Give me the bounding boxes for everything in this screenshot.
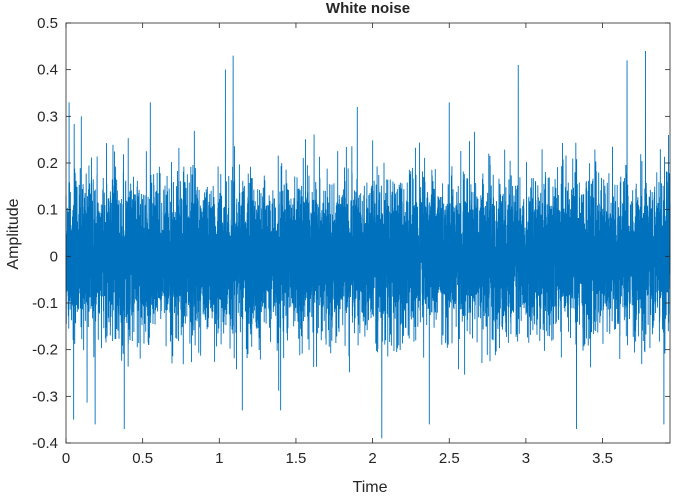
x-tick-label: 2.5 (439, 450, 460, 467)
y-tick-label: -0.3 (32, 388, 58, 405)
y-tick-label: -0.4 (32, 435, 58, 452)
y-tick-label: 0.2 (37, 155, 58, 172)
y-tick-label: -0.1 (32, 295, 58, 312)
axes-box (65, 22, 671, 444)
axes-layer: 0 0.5 1 1.5 2 2.5 3 3.5 -0.4 -0.3 -0.2 -0.1 0 0.1 0.2 0… (32, 15, 671, 467)
plot-layer (65, 23, 671, 443)
y-tick-label: 0.1 (37, 202, 58, 219)
y-tick-label: 0.4 (37, 62, 58, 79)
y-tick-label: -0.2 (32, 342, 58, 359)
x-tick-label: 3.5 (592, 450, 613, 467)
x-tick-label: 2 (368, 450, 376, 467)
y-axis-label: Amplitude (5, 198, 22, 269)
y-tick-label: 0.3 (37, 108, 58, 125)
y-tick-label: 0 (50, 248, 58, 265)
x-tick-label: 1 (215, 450, 223, 467)
x-tick-label: 1.5 (286, 450, 307, 467)
x-tick-label: 0.5 (132, 450, 153, 467)
chart-title: White noise (326, 0, 410, 17)
x-tick-label: 0 (62, 450, 70, 467)
y-tick-label: 0.5 (37, 15, 58, 32)
x-tick-label: 3 (522, 450, 530, 467)
noise-series-line (65, 50, 671, 439)
x-axis-label: Time (353, 479, 388, 495)
